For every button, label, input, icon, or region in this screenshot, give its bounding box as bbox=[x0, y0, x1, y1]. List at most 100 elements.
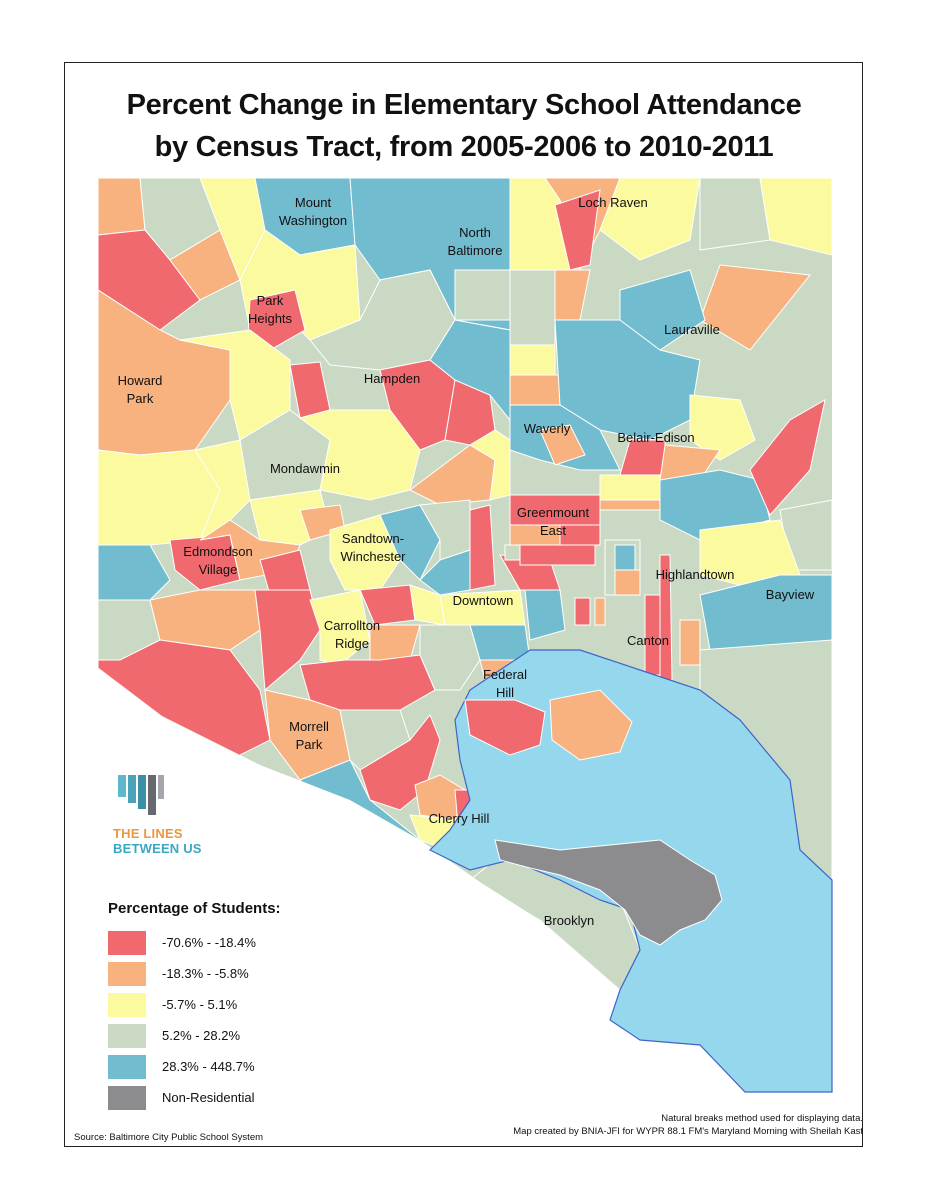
legend-item: 5.2% - 28.2% bbox=[108, 1020, 368, 1051]
tract bbox=[98, 449, 221, 546]
neighborhood-label: Howard bbox=[118, 373, 163, 388]
neighborhood-label: Waverly bbox=[524, 421, 571, 436]
tract bbox=[699, 264, 811, 351]
non-residential-area bbox=[494, 839, 723, 946]
neighborhood-label: Sandtown- bbox=[342, 531, 404, 546]
tract bbox=[599, 178, 701, 261]
neighborhood-label: Ridge bbox=[335, 636, 369, 651]
tract bbox=[559, 524, 601, 546]
legend-item: -5.7% - 5.1% bbox=[108, 989, 368, 1020]
tract bbox=[679, 619, 701, 666]
neighborhood-label: Brooklyn bbox=[544, 913, 595, 928]
neighborhood-label: Mondawmin bbox=[270, 461, 340, 476]
tract bbox=[509, 344, 556, 376]
neighborhood-label: Canton bbox=[627, 633, 669, 648]
neighborhood-label: Greenmount bbox=[517, 505, 590, 520]
tract bbox=[98, 639, 271, 761]
neighborhood-label: Edmondson bbox=[183, 544, 252, 559]
neighborhood-label: Bayview bbox=[766, 587, 815, 602]
legend-label: -5.7% - 5.1% bbox=[162, 997, 238, 1012]
neighborhood-label: Downtown bbox=[453, 593, 514, 608]
neighborhood-label: Park bbox=[257, 293, 284, 308]
legend-swatch bbox=[108, 1054, 146, 1079]
legend-item: -70.6% - -18.4% bbox=[108, 927, 368, 958]
legend-label: -18.3% - -5.8% bbox=[162, 966, 249, 981]
note-line-1: Natural breaks method used for displayin… bbox=[661, 1113, 863, 1124]
tract bbox=[599, 474, 661, 501]
tract bbox=[247, 289, 306, 351]
legend-item: Non-Residential bbox=[108, 1082, 368, 1113]
tract bbox=[574, 597, 591, 626]
logo-bar bbox=[118, 775, 126, 797]
tract bbox=[539, 424, 586, 466]
legend: Percentage of Students: -70.6% - -18.4% -… bbox=[108, 900, 368, 1113]
tract bbox=[549, 689, 633, 761]
tract bbox=[614, 569, 641, 596]
logo-bar bbox=[138, 775, 146, 809]
neighborhood-label: Park bbox=[127, 391, 154, 406]
neighborhood-label: Washington bbox=[279, 213, 347, 228]
neighborhood-label: Lauraville bbox=[664, 322, 720, 337]
tract bbox=[524, 589, 566, 641]
logo-graphic bbox=[118, 775, 164, 815]
neighborhood-label: Carrollton bbox=[324, 618, 380, 633]
neighborhood-label: Village bbox=[199, 562, 238, 577]
neighborhood-label: Belair-Edison bbox=[617, 430, 694, 445]
legend-swatch bbox=[108, 930, 146, 955]
tract bbox=[699, 178, 771, 251]
neighborhood-label: Hampden bbox=[364, 371, 420, 386]
neighborhood-label: Mount bbox=[295, 195, 332, 210]
title-line-2: by Census Tract, from 2005-2006 to 2010-… bbox=[154, 131, 774, 163]
neighborhood-label: Hill bbox=[496, 685, 514, 700]
logo-line-2: BETWEEN US bbox=[113, 841, 202, 856]
logo-bar bbox=[148, 775, 156, 815]
logo-wordmark: THE LINES BETWEEN US bbox=[113, 826, 202, 856]
tract bbox=[759, 178, 832, 256]
tract bbox=[554, 189, 601, 271]
neighborhood-label: Morrell bbox=[289, 719, 329, 734]
neighborhood-label: Baltimore bbox=[448, 243, 503, 258]
neighborhood-label: Loch Raven bbox=[578, 195, 647, 210]
tract bbox=[379, 504, 441, 581]
tract bbox=[749, 399, 826, 516]
tract bbox=[509, 374, 561, 406]
legend-item: -18.3% - -5.8% bbox=[108, 958, 368, 989]
legend-label: -70.6% - -18.4% bbox=[162, 935, 256, 950]
neighborhood-label: Cherry Hill bbox=[429, 811, 490, 826]
tract bbox=[594, 597, 606, 626]
note-line-2: Map created by BNIA-JFI for WYPR 88.1 FM… bbox=[513, 1126, 863, 1137]
tract bbox=[98, 178, 146, 236]
tract bbox=[98, 544, 171, 601]
neighborhood-label: Federal bbox=[483, 667, 527, 682]
legend-label: 5.2% - 28.2% bbox=[162, 1028, 241, 1043]
tract bbox=[614, 544, 636, 571]
legend-label: 28.3% - 448.7% bbox=[162, 1059, 255, 1074]
tract bbox=[504, 544, 521, 561]
legend-swatch bbox=[108, 961, 146, 986]
legend-swatch bbox=[108, 1085, 146, 1110]
tract bbox=[299, 654, 436, 711]
tract bbox=[454, 269, 511, 321]
tract bbox=[644, 594, 661, 676]
tract bbox=[519, 544, 596, 566]
neighborhood-label: East bbox=[540, 523, 566, 538]
tract bbox=[469, 624, 531, 661]
map-title: Percent Change in Elementary School Atte… bbox=[64, 84, 864, 168]
neighborhood-label: Heights bbox=[248, 311, 293, 326]
legend-item: 28.3% - 448.7% bbox=[108, 1051, 368, 1082]
neighborhood-label: Park bbox=[296, 737, 323, 752]
legend-items: -70.6% - -18.4% -18.3% - -5.8% -5.7% - 5.1… bbox=[108, 927, 368, 1113]
legend-label: Non-Residential bbox=[162, 1090, 255, 1105]
tract bbox=[509, 269, 556, 346]
logo-bar bbox=[158, 775, 164, 799]
tract bbox=[659, 469, 771, 541]
map-notes: Natural breaks method used for displayin… bbox=[363, 1112, 863, 1138]
legend-title: Percentage of Students: bbox=[108, 900, 281, 917]
source-note: Source: Baltimore City Public School Sys… bbox=[74, 1132, 264, 1143]
title-line-1: Percent Change in Elementary School Atte… bbox=[126, 89, 802, 121]
neighborhood-label: North bbox=[459, 225, 491, 240]
neighborhood-labels: Mount Washington North Baltimore Loch Raven P… bbox=[118, 195, 815, 928]
tract bbox=[689, 394, 756, 461]
legend-swatch bbox=[108, 1023, 146, 1048]
